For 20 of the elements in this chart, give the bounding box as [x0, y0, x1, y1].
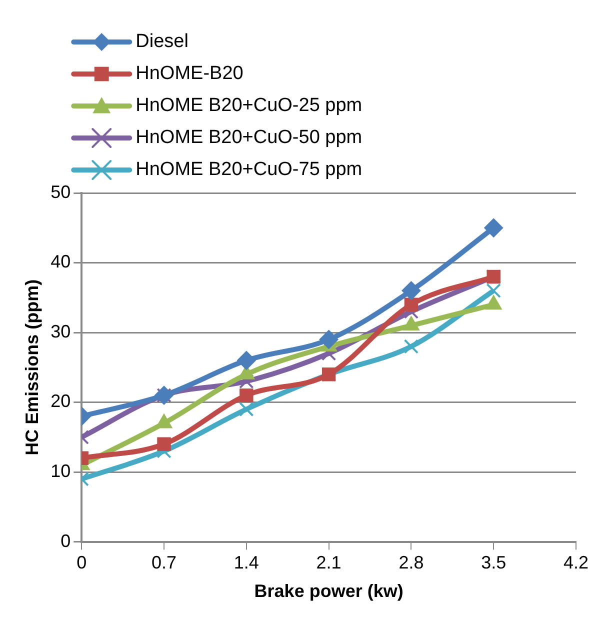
y-tick-label: 40	[50, 252, 71, 272]
y-tick-label: 0	[60, 530, 71, 551]
x-tick-label: 3.5	[481, 552, 506, 573]
y-tick-label: 10	[50, 461, 71, 482]
legend-label: Diesel	[136, 31, 188, 52]
legend-label: HnOME-B20	[136, 63, 244, 84]
x-tick-label: 4.2	[563, 552, 589, 573]
x-tick-label: 1.4	[234, 552, 259, 573]
legend-label: HnOME B20+CuO-50 ppm	[136, 127, 362, 148]
x-tick-label: 2.1	[316, 552, 342, 573]
legend-label: HnOME B20+CuO-75 ppm	[136, 159, 362, 180]
x-tick-label: 2.8	[398, 552, 424, 573]
x-axis-title: Brake power (kw)	[254, 581, 404, 602]
y-tick-label: 20	[50, 391, 71, 412]
x-tick-label: 0	[76, 552, 87, 573]
legend-label: HnOME B20+CuO-25 ppm	[136, 95, 362, 116]
y-axis-title: HC Emissions (ppm)	[22, 279, 42, 456]
y-tick-label: 30	[50, 321, 71, 342]
x-tick-label: 0.7	[152, 552, 177, 573]
y-tick-label: 50	[50, 182, 71, 202]
